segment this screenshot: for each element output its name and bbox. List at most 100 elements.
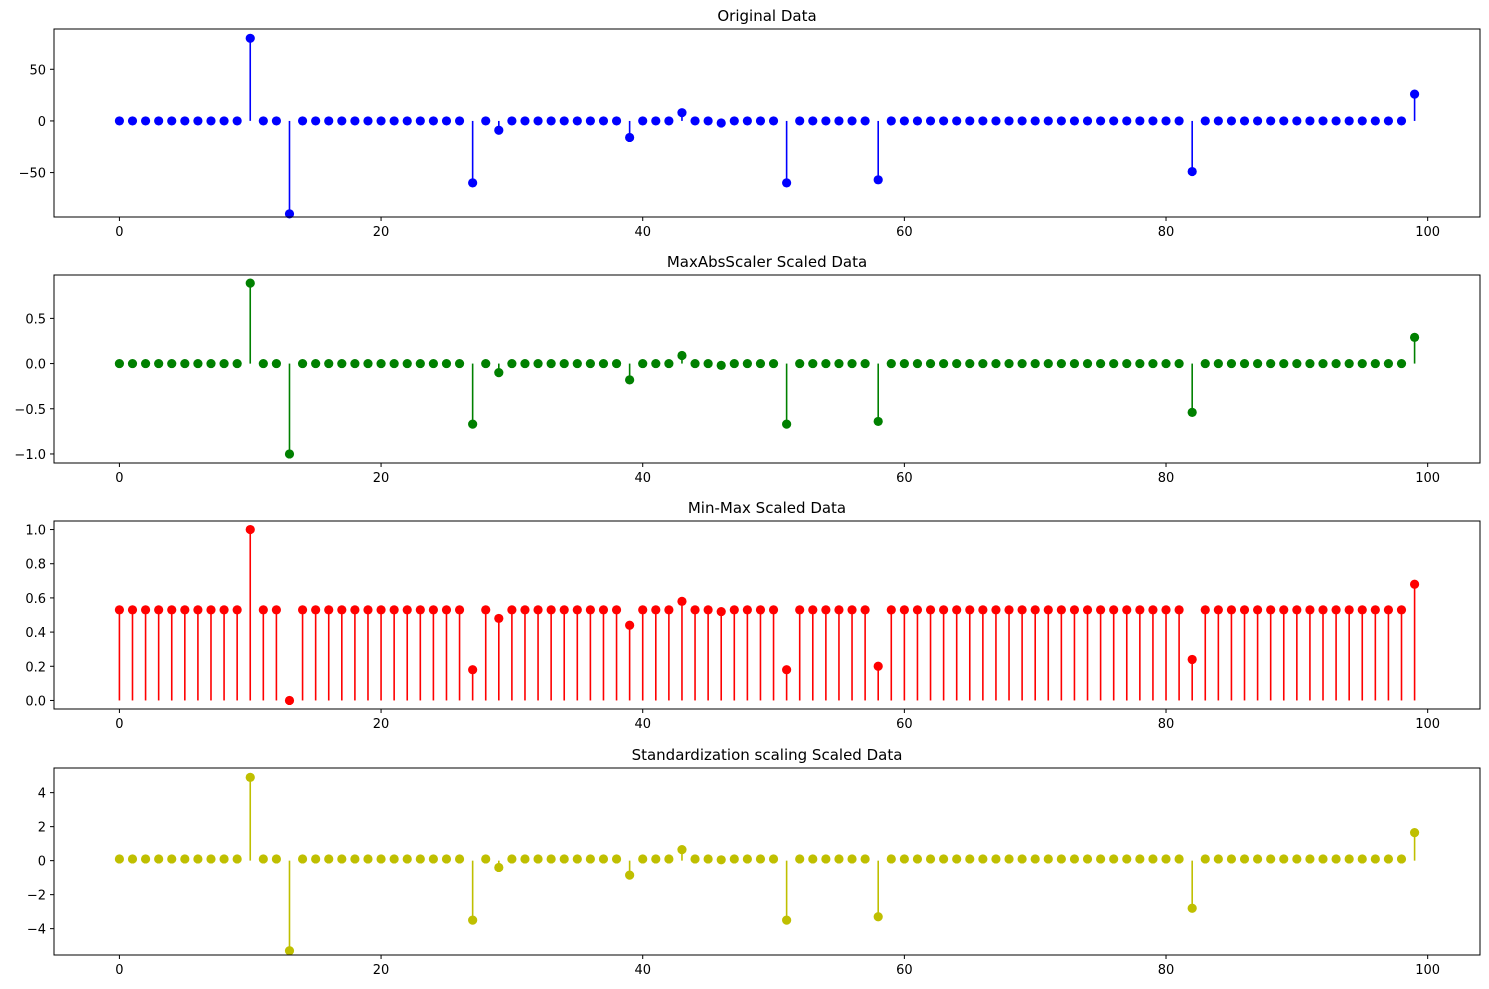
- stem-marker: [415, 854, 425, 864]
- stem-marker: [206, 116, 216, 126]
- stem-marker: [154, 605, 164, 615]
- stem-marker: [1017, 605, 1027, 615]
- stem-marker: [1069, 854, 1080, 864]
- stem-marker: [834, 116, 844, 126]
- stem-marker: [507, 854, 517, 864]
- stem-marker: [402, 605, 412, 615]
- stem-marker: [389, 605, 399, 615]
- stem-marker: [219, 116, 229, 126]
- stem-marker: [1161, 854, 1171, 864]
- stem-marker: [1318, 358, 1328, 369]
- stem-marker: [742, 358, 752, 369]
- stem-marker: [376, 358, 386, 369]
- stem-marker: [1331, 854, 1341, 864]
- stem-marker: [795, 358, 805, 369]
- stem-marker: [1383, 116, 1394, 126]
- stem-marker: [180, 854, 190, 864]
- stem-marker: [1200, 854, 1210, 864]
- stem-marker: [611, 854, 622, 864]
- x-tick-label: 40: [634, 717, 651, 732]
- stem-marker: [886, 854, 896, 864]
- stem-marker: [180, 358, 190, 369]
- stem-marker: [1174, 605, 1184, 615]
- stem-marker: [311, 605, 321, 615]
- stem-marker: [1370, 358, 1380, 369]
- stem-marker: [1069, 358, 1080, 369]
- stem-marker: [991, 854, 1001, 864]
- stem-marker: [755, 605, 766, 615]
- stem-marker: [755, 116, 766, 126]
- stem-marker: [821, 854, 831, 864]
- stem-marker: [1017, 854, 1027, 864]
- stem-marker: [481, 116, 491, 126]
- stem-marker: [1357, 116, 1367, 126]
- stem-marker: [1331, 605, 1341, 615]
- stem-marker: [939, 605, 949, 615]
- stem-marker: [140, 854, 151, 864]
- stem-marker: [1266, 605, 1276, 615]
- stem-marker: [494, 862, 504, 873]
- stem-marker: [324, 854, 334, 864]
- stem-marker: [297, 116, 308, 126]
- stem-marker: [1056, 605, 1066, 615]
- stem-marker: [1318, 116, 1328, 126]
- stem-marker: [337, 358, 347, 369]
- stem-marker: [625, 620, 635, 630]
- stem-marker: [363, 358, 373, 369]
- stem-marker: [481, 605, 491, 615]
- stem-marker: [1096, 854, 1106, 864]
- stem-marker: [716, 360, 726, 370]
- y-tick-label: −4: [27, 923, 46, 938]
- stem-marker: [703, 854, 713, 864]
- stem-marker: [284, 695, 295, 706]
- stem-marker: [912, 854, 923, 864]
- chart-title: Min-Max Scaled Data: [688, 499, 846, 517]
- stem-marker: [1266, 358, 1276, 369]
- stem-marker: [899, 358, 909, 369]
- stem-marker: [481, 854, 491, 864]
- stem-marker: [690, 358, 700, 369]
- stem-marker: [1187, 654, 1197, 665]
- stem-marker: [1096, 358, 1106, 369]
- stem-marker: [886, 116, 896, 126]
- stem-marker: [546, 854, 556, 864]
- stem-marker: [1357, 358, 1367, 369]
- stem-marker: [1252, 854, 1263, 864]
- stem-marker: [1187, 407, 1197, 417]
- axes-frame: [53, 767, 1481, 956]
- stem-marker: [245, 772, 255, 782]
- stem-marker: [1239, 854, 1250, 864]
- stem-marker: [140, 605, 151, 615]
- stem-marker: [1056, 358, 1066, 369]
- stem-marker: [651, 605, 661, 615]
- stem-marker: [337, 854, 347, 864]
- stem-marker: [1344, 854, 1354, 864]
- stem-marker: [114, 116, 125, 126]
- y-tick-label: 0: [38, 115, 46, 130]
- stem-marker: [1279, 605, 1289, 615]
- stem-marker: [127, 854, 138, 864]
- stem-marker: [585, 116, 595, 126]
- stem-marker: [311, 358, 321, 369]
- x-tick-label: 80: [1158, 717, 1175, 732]
- stem-marker: [232, 854, 242, 864]
- x-tick-label: 60: [896, 225, 913, 240]
- stem-marker: [585, 358, 595, 369]
- stem-marker: [873, 175, 883, 185]
- stem-marker: [219, 605, 229, 615]
- stem-marker: [1043, 358, 1053, 369]
- stem-marker: [494, 368, 504, 378]
- stem-marker: [978, 358, 988, 369]
- stem-marker: [572, 116, 582, 126]
- stem-marker: [1331, 116, 1341, 126]
- stem-marker: [350, 116, 360, 126]
- stem-marker: [651, 854, 661, 864]
- stem-marker: [402, 854, 412, 864]
- stem-marker: [912, 358, 923, 369]
- x-tick-label: 100: [1415, 471, 1440, 486]
- stem-marker: [415, 358, 425, 369]
- stem-marker: [546, 605, 556, 615]
- stem-marker: [952, 605, 962, 615]
